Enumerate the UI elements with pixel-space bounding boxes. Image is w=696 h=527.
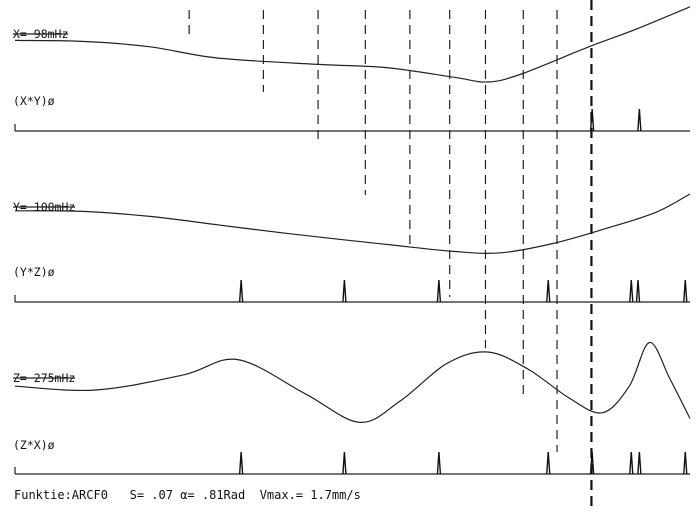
trace-line-1 [14, 6, 691, 83]
pulse-spike-2-6 [635, 279, 641, 303]
pulse-spike-2-5 [629, 279, 634, 303]
pulse-rows [14, 108, 690, 475]
pulse-spike-3-3 [436, 451, 442, 475]
footer-s: S= .07 [129, 488, 173, 502]
pulse-spike-1-2 [637, 108, 642, 132]
pulse-spike-3-2 [342, 451, 347, 475]
pulse-spike-3-6 [629, 451, 634, 475]
pulse-spike-3-4 [546, 451, 551, 475]
pulse-spike-1-1 [589, 108, 595, 132]
pulse-spike-3-8 [683, 451, 688, 475]
footer-vmax: Vmax.= 1.7mm/s [259, 488, 361, 502]
pulse-spike-3-7 [637, 451, 642, 475]
footer-alpha: α= .81Rad [180, 488, 246, 502]
waveform-traces [14, 6, 691, 423]
pulse-spike-2-4 [546, 279, 551, 303]
pulse-spike-3-5 [589, 451, 595, 475]
pulse-row-label-1: (X*Y)ø [13, 94, 55, 108]
pulse-spike-3-1 [238, 451, 244, 475]
vertical-guide-lines [188, 0, 593, 510]
pulse-spike-2-2 [342, 279, 347, 303]
footer-function: Funktie:ARCF0 [14, 488, 108, 502]
pulse-row-label-2: (Y*Z)ø [13, 265, 55, 279]
trace-line-3 [14, 341, 691, 423]
footer-parameters: Funktie:ARCF0 S= .07 α= .81Rad Vmax.= 1.… [14, 488, 361, 502]
pulse-spike-2-1 [238, 279, 244, 303]
trace-line-2 [14, 193, 691, 254]
pulse-row-label-3: (Z*X)ø [13, 438, 55, 452]
pulse-spike-2-7 [683, 279, 688, 303]
pulse-spike-2-3 [436, 279, 442, 303]
